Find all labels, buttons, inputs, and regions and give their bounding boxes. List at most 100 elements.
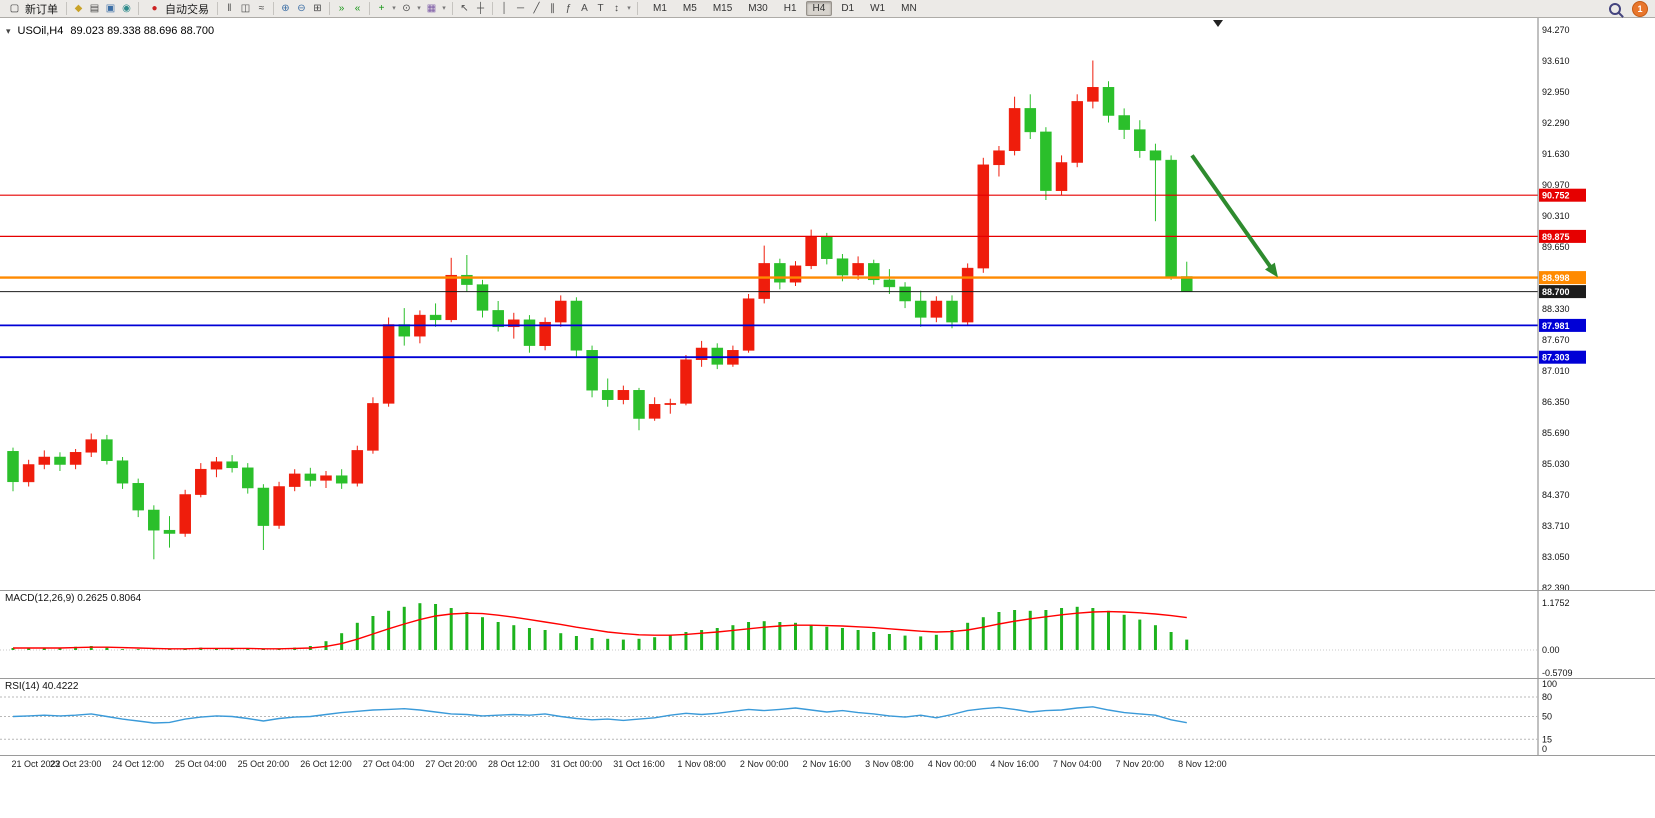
timeframe-mn[interactable]: MN: [901, 3, 917, 14]
svg-text:85.690: 85.690: [1542, 428, 1570, 438]
svg-text:0: 0: [1542, 744, 1547, 754]
svg-text:92.290: 92.290: [1542, 118, 1570, 128]
data-window-icon[interactable]: ▣: [105, 2, 116, 14]
add-indicator-icon[interactable]: +: [378, 2, 385, 14]
auto-trading-label: 自动交易: [165, 3, 209, 16]
ohlc-values: 89.023 89.338 88.696 88.700: [70, 25, 215, 37]
svg-text:1 Nov 08:00: 1 Nov 08:00: [677, 759, 726, 769]
price-chart-canvas[interactable]: 94.270 93.610 92.950 92.290 91.630 90.970 90.3…: [0, 18, 1655, 818]
svg-text:31 Oct 00:00: 31 Oct 00:00: [551, 759, 603, 769]
chart-menu-icon[interactable]: ▾: [6, 25, 11, 36]
arrows-dropdown-icon[interactable]: ▾: [627, 4, 631, 12]
text-label-icon[interactable]: T: [597, 2, 604, 14]
tile-windows-icon[interactable]: ⊞: [313, 2, 322, 14]
svg-text:24 Oct 12:00: 24 Oct 12:00: [112, 759, 164, 769]
svg-text:88.700: 88.700: [1542, 287, 1570, 297]
bar-chart-icon[interactable]: ‖: [227, 2, 232, 14]
svg-text:1.1752: 1.1752: [1542, 598, 1570, 608]
main-toolbar: ▢ 新订单 ◆ ▤ ▣ ◉ ● 自动交易 ‖ ◫ ≈ ⊕ ⊖ ⊞ » « + ▾…: [0, 0, 1655, 18]
svg-text:7 Nov 20:00: 7 Nov 20:00: [1116, 759, 1165, 769]
channel-icon[interactable]: ∥: [550, 2, 555, 14]
svg-text:89.650: 89.650: [1542, 242, 1570, 252]
toolbar-separator: [66, 2, 67, 15]
svg-text:83.710: 83.710: [1542, 521, 1570, 531]
rsi-indicator-label: RSI(14) 40.4222: [5, 681, 79, 692]
toolbar-separator: [217, 2, 218, 15]
toolbar-separator: [492, 2, 493, 15]
new-order-button[interactable]: ▢ 新订单: [3, 1, 62, 17]
macd-indicator-label: MACD(12,26,9) 0.2625 0.8064: [5, 593, 142, 604]
svg-text:86.350: 86.350: [1542, 397, 1570, 407]
new-order-label: 新订单: [25, 3, 58, 16]
svg-text:25 Oct 04:00: 25 Oct 04:00: [175, 759, 227, 769]
svg-text:88.330: 88.330: [1542, 304, 1570, 314]
zoom-in-icon[interactable]: ⊕: [281, 2, 290, 14]
svg-text:27 Oct 20:00: 27 Oct 20:00: [425, 759, 477, 769]
svg-text:80: 80: [1542, 692, 1552, 702]
svg-text:89.875: 89.875: [1542, 232, 1570, 242]
fibonacci-icon[interactable]: ƒ: [565, 2, 572, 14]
svg-text:8 Nov 12:00: 8 Nov 12:00: [1178, 759, 1227, 769]
chart-symbol-header: ▾ USOil,H4 89.023 89.338 88.696 88.700: [6, 25, 214, 37]
timeframe-m5[interactable]: M5: [682, 3, 697, 14]
print-icon[interactable]: ▤: [89, 2, 100, 14]
timeframe-m15[interactable]: M15: [712, 3, 733, 14]
toolbar-separator: [452, 2, 453, 15]
svg-text:7 Nov 04:00: 7 Nov 04:00: [1053, 759, 1102, 769]
svg-text:87.981: 87.981: [1542, 321, 1570, 331]
svg-text:50: 50: [1542, 712, 1552, 722]
svg-text:4 Nov 00:00: 4 Nov 00:00: [928, 759, 977, 769]
trendline-icon[interactable]: ╱: [533, 2, 540, 14]
template-dropdown-icon[interactable]: ▾: [442, 4, 446, 12]
svg-text:82.390: 82.390: [1542, 583, 1570, 593]
svg-text:-0.5709: -0.5709: [1542, 668, 1573, 678]
svg-text:28 Oct 12:00: 28 Oct 12:00: [488, 759, 540, 769]
svg-text:15: 15: [1542, 734, 1552, 744]
toolbar-separator: [329, 2, 330, 15]
indicator-dropdown-icon[interactable]: ▾: [392, 4, 396, 12]
auto-trading-button[interactable]: ● 自动交易: [143, 1, 213, 17]
svg-text:87.303: 87.303: [1542, 353, 1570, 363]
svg-text:90.310: 90.310: [1542, 211, 1570, 221]
svg-text:94.270: 94.270: [1542, 25, 1570, 35]
search-icon[interactable]: [1609, 2, 1621, 15]
timeframe-toolbar: M1 M5 M15 M30 H1 H4 D1 W1 MN: [646, 1, 924, 16]
timeframe-m30[interactable]: M30: [748, 3, 768, 14]
toolbar-separator: [273, 2, 274, 15]
timeframe-h4[interactable]: H4: [805, 1, 833, 16]
auto-scroll-icon[interactable]: »: [338, 2, 345, 14]
timeframe-d1[interactable]: D1: [841, 3, 855, 14]
period-icon[interactable]: ⊙: [402, 2, 411, 14]
candlestick-chart-icon[interactable]: ◫: [240, 2, 251, 14]
svg-text:3 Nov 08:00: 3 Nov 08:00: [865, 759, 914, 769]
horizontal-line-icon[interactable]: ─: [516, 2, 525, 14]
chart-window: 94.270 93.610 92.950 92.290 91.630 90.970 90.3…: [0, 18, 1655, 818]
line-chart-icon[interactable]: ≈: [258, 2, 265, 14]
svg-text:84.370: 84.370: [1542, 490, 1570, 500]
timeframe-m1[interactable]: M1: [653, 3, 667, 14]
svg-text:4 Nov 16:00: 4 Nov 16:00: [990, 759, 1039, 769]
toolbar-separator: [637, 2, 638, 15]
zoom-out-icon[interactable]: ⊖: [297, 2, 306, 14]
timeframe-w1[interactable]: W1: [870, 3, 886, 14]
cursor-icon[interactable]: ↖: [460, 2, 469, 14]
template-icon[interactable]: ▦: [426, 2, 437, 14]
chart-shift-icon[interactable]: «: [354, 2, 361, 14]
chart-wizard-icon[interactable]: ◆: [74, 2, 83, 14]
period-dropdown-icon[interactable]: ▾: [417, 4, 421, 12]
text-icon[interactable]: A: [581, 2, 588, 14]
arrows-icon[interactable]: ↕: [614, 2, 619, 14]
svg-text:31 Oct 16:00: 31 Oct 16:00: [613, 759, 665, 769]
new-order-icon: ▢: [9, 2, 20, 14]
svg-text:85.030: 85.030: [1542, 459, 1570, 469]
svg-text:93.610: 93.610: [1542, 56, 1570, 66]
vertical-line-icon[interactable]: │: [501, 2, 508, 14]
svg-text:92.950: 92.950: [1542, 87, 1570, 97]
chart-shift-marker[interactable]: [1213, 20, 1223, 27]
notification-badge[interactable]: 1: [1632, 0, 1648, 17]
timeframe-h1[interactable]: H1: [783, 3, 797, 14]
symbol-label: USOil,H4: [17, 25, 64, 37]
svg-text:2 Nov 00:00: 2 Nov 00:00: [740, 759, 789, 769]
navigator-icon[interactable]: ◉: [122, 2, 131, 14]
crosshair-icon[interactable]: ┼: [476, 2, 485, 14]
